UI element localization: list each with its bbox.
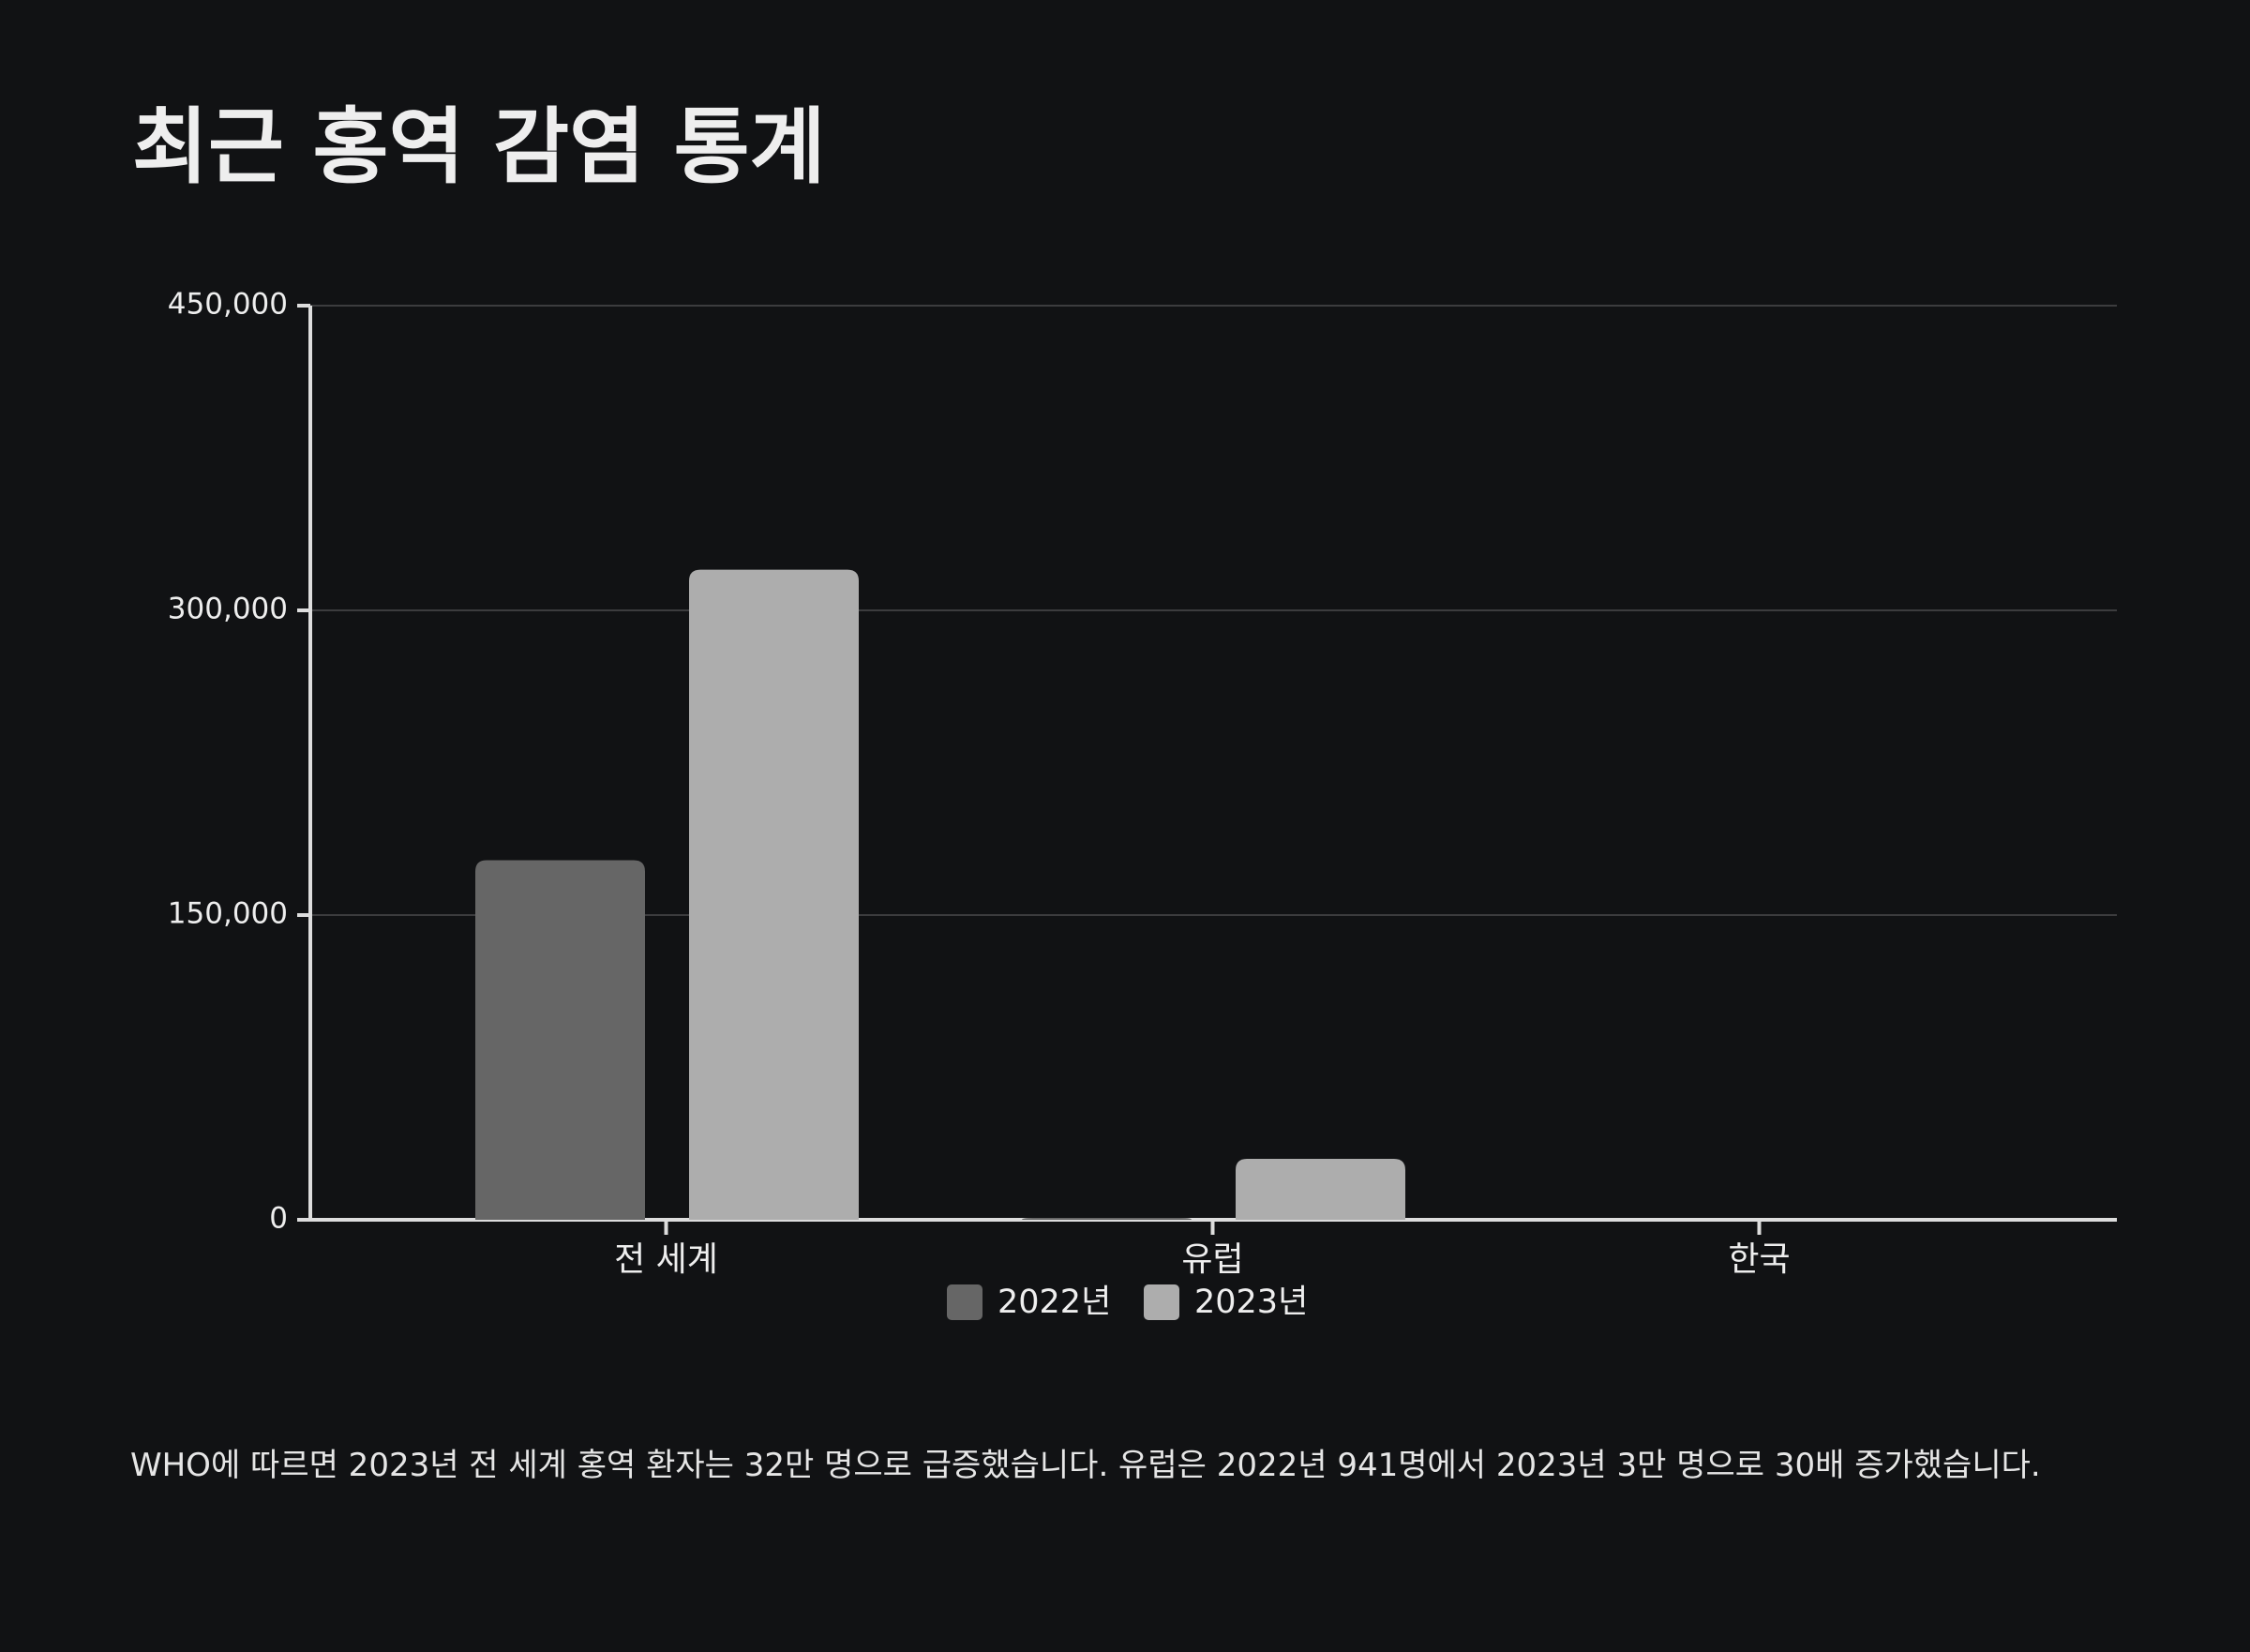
bar (475, 860, 645, 1220)
legend-swatch (1144, 1284, 1179, 1320)
y-tick-label: 150,000 (168, 897, 288, 931)
chart-title: 최근 홍역 감염 통계 (132, 98, 826, 195)
bar (689, 569, 859, 1220)
x-tick-label: 유럽 (1181, 1240, 1243, 1279)
x-tick-label: 전 세계 (614, 1240, 718, 1279)
legend-swatch (947, 1284, 982, 1320)
chart: 최근 홍역 감염 통계 0 150,000 300,000 450,000 전 세계 유럽… (132, 98, 2117, 1321)
bar (1236, 1159, 1405, 1220)
legend-label: 2023년 (1194, 1284, 1308, 1321)
bar (1022, 1217, 1192, 1220)
x-tick-label: 한국 (1728, 1240, 1790, 1279)
legend-label: 2022년 (998, 1284, 1111, 1321)
y-tick-label: 300,000 (168, 593, 288, 626)
y-tick-label: 450,000 (168, 288, 288, 322)
footnote: WHO에 따르면 2023년 전 세계 홍역 환자는 32만 명으로 급증했습니… (130, 1447, 2041, 1484)
y-tick-label: 0 (269, 1202, 288, 1236)
